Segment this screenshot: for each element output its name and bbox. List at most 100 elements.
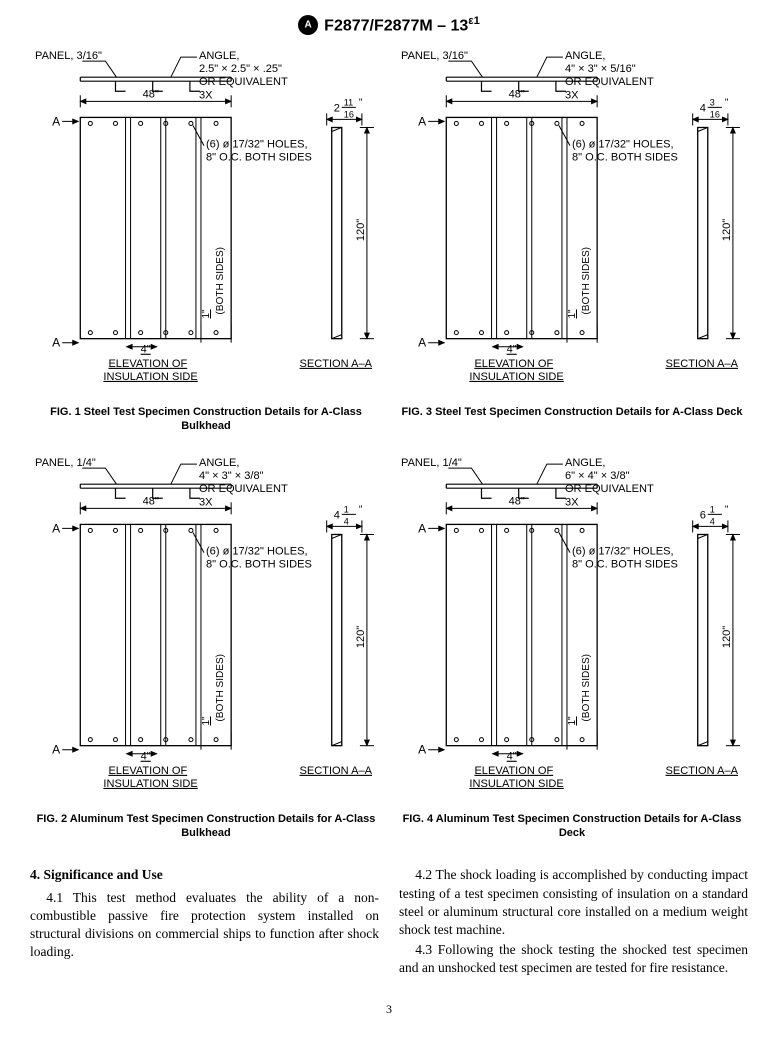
- svg-text:PANEL, 1/4": PANEL, 1/4": [401, 457, 462, 469]
- astm-logo-icon: [298, 15, 318, 35]
- svg-text:8" O.C. BOTH SIDES: 8" O.C. BOTH SIDES: [206, 558, 312, 570]
- figure-2: PANEL, 3/16" ANGLE, 4" × 3" × 5/16" OR E…: [396, 45, 748, 434]
- svg-text:ANGLE,: ANGLE,: [199, 457, 240, 469]
- svg-text:16: 16: [710, 110, 720, 120]
- section-heading: 4. Significance and Use: [30, 866, 379, 884]
- svg-text:INSULATION SIDE: INSULATION SIDE: [469, 371, 563, 383]
- svg-text:3X: 3X: [565, 90, 579, 102]
- page-header: F2877/F2877M – 13ε1: [30, 15, 748, 35]
- svg-text:4: 4: [710, 516, 715, 526]
- svg-text:3: 3: [710, 98, 715, 108]
- svg-text:": ": [359, 98, 363, 109]
- figure-caption: FIG. 3 Steel Test Specimen Construction …: [401, 406, 742, 420]
- svg-text:OR EQUIVALENT: OR EQUIVALENT: [199, 483, 288, 495]
- svg-text:6" × 4" × 3/8": 6" × 4" × 3/8": [565, 470, 630, 482]
- svg-text:1: 1: [710, 504, 715, 514]
- svg-text:2: 2: [334, 103, 340, 115]
- para-4-3: 4.3 Following the shock testing the shoc…: [399, 941, 748, 977]
- svg-text:48": 48": [509, 495, 525, 507]
- svg-text:16: 16: [344, 110, 354, 120]
- svg-text:ANGLE,: ANGLE,: [565, 457, 606, 469]
- svg-text:ELEVATION OF: ELEVATION OF: [108, 358, 187, 370]
- svg-text:": ": [725, 98, 729, 109]
- svg-text:6: 6: [700, 509, 706, 521]
- figure-caption: FIG. 4 Aluminum Test Specimen Constructi…: [396, 813, 748, 841]
- svg-text:4": 4": [141, 751, 151, 763]
- svg-text:": ": [359, 504, 363, 515]
- svg-text:(6) ø 17/32" HOLES,: (6) ø 17/32" HOLES,: [206, 139, 308, 151]
- para-4-2: 4.2 The shock loading is accomplished by…: [399, 866, 748, 939]
- svg-text:120": 120": [355, 626, 367, 648]
- svg-text:4": 4": [141, 344, 151, 356]
- figure-4: PANEL, 1/4" ANGLE, 6" × 4" × 3/8" OR EQU…: [396, 452, 748, 841]
- svg-text:A: A: [418, 521, 427, 535]
- svg-text:(6) ø 17/32" HOLES,: (6) ø 17/32" HOLES,: [572, 545, 674, 557]
- svg-text:48": 48": [143, 89, 159, 101]
- right-column: 4.2 The shock loading is accomplished by…: [399, 866, 748, 977]
- svg-text:1: 1: [344, 504, 349, 514]
- svg-text:4: 4: [344, 516, 349, 526]
- svg-text:OR EQUIVALENT: OR EQUIVALENT: [565, 77, 654, 89]
- svg-text:48": 48": [509, 89, 525, 101]
- svg-text:ELEVATION OF: ELEVATION OF: [474, 358, 553, 370]
- svg-text:1": 1": [201, 309, 212, 319]
- figure-diagram: PANEL, 3/16" ANGLE, 4" × 3" × 5/16" OR E…: [396, 45, 748, 402]
- svg-text:A: A: [52, 521, 61, 535]
- svg-text:8" O.C. BOTH SIDES: 8" O.C. BOTH SIDES: [572, 558, 678, 570]
- figure-3: PANEL, 1/4" ANGLE, 4" × 3" × 3/8" OR EQU…: [30, 452, 382, 841]
- figure-diagram: PANEL, 1/4" ANGLE, 6" × 4" × 3/8" OR EQU…: [396, 452, 748, 809]
- svg-text:": ": [725, 504, 729, 515]
- svg-text:A: A: [418, 336, 427, 350]
- svg-text:(BOTH SIDES): (BOTH SIDES): [581, 654, 592, 722]
- svg-text:11: 11: [344, 98, 353, 108]
- svg-text:OR EQUIVALENT: OR EQUIVALENT: [565, 483, 654, 495]
- svg-text:SECTION A–A: SECTION A–A: [666, 358, 739, 370]
- figure-diagram: PANEL, 1/4" ANGLE, 4" × 3" × 3/8" OR EQU…: [30, 452, 382, 809]
- svg-text:1": 1": [567, 309, 578, 319]
- svg-text:A: A: [52, 115, 61, 129]
- svg-text:ELEVATION OF: ELEVATION OF: [108, 765, 187, 777]
- svg-text:INSULATION SIDE: INSULATION SIDE: [103, 371, 197, 383]
- designation: F2877/F2877M – 13: [324, 17, 468, 34]
- svg-text:4: 4: [334, 509, 340, 521]
- svg-text:ANGLE,: ANGLE,: [565, 50, 606, 62]
- svg-text:INSULATION SIDE: INSULATION SIDE: [103, 778, 197, 790]
- figure-1: PANEL, 3/16" ANGLE, 2.5" × 2.5" × .25" O…: [30, 45, 382, 434]
- svg-text:2.5" × 2.5" × .25": 2.5" × 2.5" × .25": [199, 63, 282, 75]
- svg-text:(BOTH SIDES): (BOTH SIDES): [215, 247, 226, 315]
- svg-text:ANGLE,: ANGLE,: [199, 50, 240, 62]
- para-4-1: 4.1 This test method evaluates the abili…: [30, 889, 379, 962]
- svg-text:OR EQUIVALENT: OR EQUIVALENT: [199, 77, 288, 89]
- figure-diagram: PANEL, 3/16" ANGLE, 2.5" × 2.5" × .25" O…: [30, 45, 382, 402]
- page-number: 3: [30, 1002, 748, 1017]
- svg-text:48": 48": [143, 495, 159, 507]
- svg-text:(6) ø 17/32" HOLES,: (6) ø 17/32" HOLES,: [206, 545, 308, 557]
- svg-text:3X: 3X: [199, 90, 213, 102]
- svg-text:PANEL, 3/16": PANEL, 3/16": [401, 50, 468, 62]
- svg-text:1": 1": [567, 716, 578, 726]
- svg-text:(BOTH SIDES): (BOTH SIDES): [581, 247, 592, 315]
- svg-text:8" O.C. BOTH SIDES: 8" O.C. BOTH SIDES: [572, 152, 678, 164]
- svg-text:PANEL, 1/4": PANEL, 1/4": [35, 457, 96, 469]
- svg-text:A: A: [52, 743, 61, 757]
- left-column: 4. Significance and Use 4.1 This test me…: [30, 866, 379, 977]
- svg-text:3X: 3X: [565, 496, 579, 508]
- svg-text:SECTION A–A: SECTION A–A: [300, 358, 373, 370]
- svg-text:1": 1": [201, 716, 212, 726]
- svg-text:(6) ø 17/32" HOLES,: (6) ø 17/32" HOLES,: [572, 139, 674, 151]
- svg-text:ELEVATION OF: ELEVATION OF: [474, 765, 553, 777]
- svg-text:A: A: [52, 336, 61, 350]
- svg-text:(BOTH SIDES): (BOTH SIDES): [215, 654, 226, 722]
- svg-text:INSULATION SIDE: INSULATION SIDE: [469, 778, 563, 790]
- svg-text:4" × 3" × 5/16": 4" × 3" × 5/16": [565, 63, 636, 75]
- svg-text:SECTION A–A: SECTION A–A: [300, 765, 373, 777]
- svg-text:A: A: [418, 743, 427, 757]
- svg-text:120": 120": [721, 219, 733, 241]
- svg-text:120": 120": [721, 626, 733, 648]
- svg-text:4: 4: [700, 103, 706, 115]
- svg-text:PANEL, 3/16": PANEL, 3/16": [35, 50, 102, 62]
- svg-text:4": 4": [507, 344, 517, 356]
- svg-text:A: A: [418, 115, 427, 129]
- svg-text:4" × 3" × 3/8": 4" × 3" × 3/8": [199, 470, 264, 482]
- figure-caption: FIG. 1 Steel Test Specimen Construction …: [30, 406, 382, 434]
